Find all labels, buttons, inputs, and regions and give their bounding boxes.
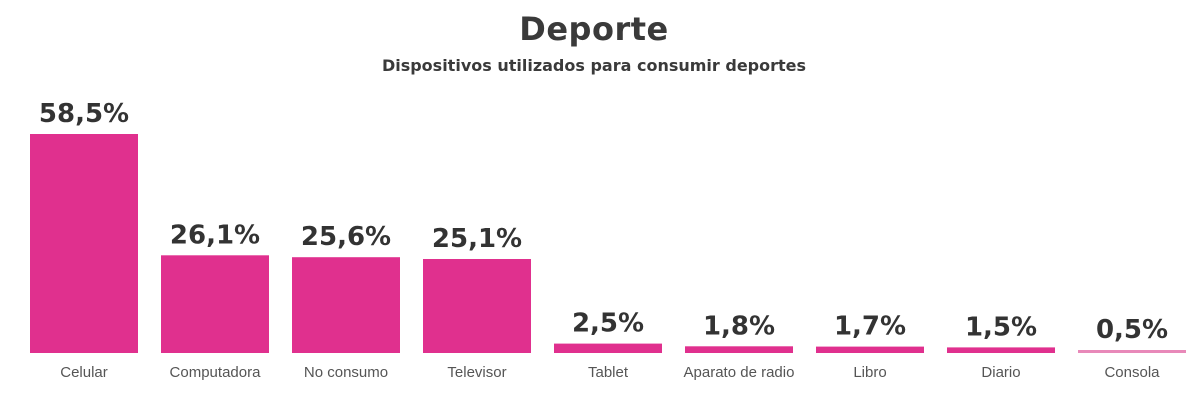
bar-diario [947,347,1055,353]
bar-no-consumo [292,257,400,353]
category-label: Libro [853,364,886,381]
bar-celular [30,134,138,353]
value-label: 26,1% [170,220,260,250]
category-label: Tablet [588,364,629,381]
category-label: Televisor [447,364,506,381]
category-label: Computadora [170,364,262,381]
bar-aparato-de-radio [685,346,793,353]
category-label: Aparato de radio [684,364,795,381]
value-label: 58,5% [39,99,129,129]
bar-televisor [423,259,531,353]
bar-tablet [554,343,662,353]
category-label: No consumo [304,364,388,381]
value-label: 1,5% [965,312,1037,342]
value-label: 1,7% [834,312,906,342]
category-label: Celular [60,364,108,381]
value-label: 0,5% [1096,315,1168,345]
value-label: 2,5% [572,309,644,339]
value-label: 25,1% [432,224,522,254]
chart-title: Deporte [519,10,669,48]
value-label: 25,6% [301,222,391,252]
bar-libro [816,346,924,353]
category-label: Consola [1104,364,1160,381]
chart-subtitle: Dispositivos utilizados para consumir de… [381,56,807,75]
bar-consola [1078,350,1186,353]
value-label: 1,8% [703,311,775,341]
category-label: Diario [981,364,1020,381]
bar-computadora [161,255,269,353]
